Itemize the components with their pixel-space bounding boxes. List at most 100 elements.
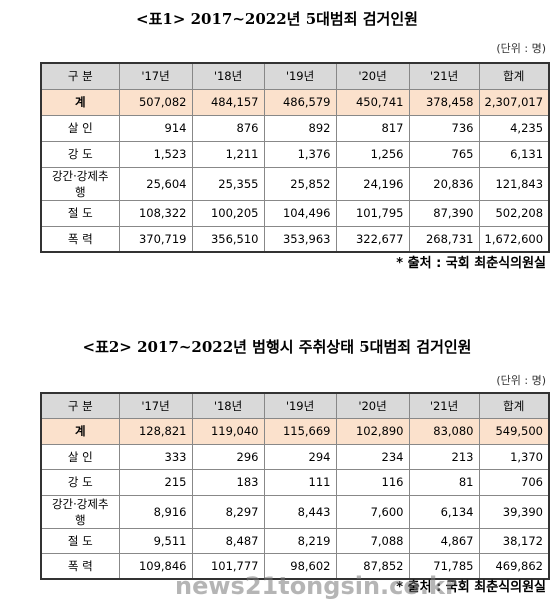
data-row: 계 507,082 484,157 486,579 450,741 378,458 2,30… <box>40 88 550 116</box>
cell: 183 <box>191 469 265 496</box>
header-cell: '18년 <box>191 62 265 90</box>
row-label: 폭 력 <box>40 225 120 253</box>
cell: 294 <box>263 443 337 470</box>
row-label: 절 도 <box>40 527 120 554</box>
data-row: 살 인 914 876 892 817 736 4,235 <box>40 114 550 142</box>
data-row: 살 인 333 296 294 234 213 1,370 <box>40 443 550 470</box>
cell: 213 <box>408 443 480 470</box>
cell: 25,355 <box>191 166 265 201</box>
cell: 549,500 <box>478 418 550 445</box>
header-cell: '20년 <box>335 62 410 90</box>
cell: 102,890 <box>335 418 410 445</box>
cell: 8,219 <box>263 527 337 554</box>
cell: 83,080 <box>408 418 480 445</box>
row-label: 폭 력 <box>40 553 120 580</box>
cell: 81 <box>408 469 480 496</box>
cell: 333 <box>118 443 193 470</box>
cell: 502,208 <box>478 199 550 227</box>
header-cell: 구 분 <box>40 62 120 90</box>
watermark: news21tongsin.co.kr <box>175 572 457 600</box>
cell: 378,458 <box>408 88 480 116</box>
cell: 1,211 <box>191 140 265 168</box>
data-row: 강 도 215 183 111 116 81 706 <box>40 469 550 496</box>
cell: 469,862 <box>478 553 550 580</box>
cell: 20,836 <box>408 166 480 201</box>
data-row: 강 도 1,523 1,211 1,376 1,256 765 6,131 <box>40 140 550 168</box>
cell: 6,131 <box>478 140 550 168</box>
cell: 87,852 <box>335 553 410 580</box>
cell: 706 <box>478 469 550 496</box>
header-cell: 구 분 <box>40 392 120 419</box>
row-label: 강 도 <box>40 140 120 168</box>
cell: 25,604 <box>118 166 193 201</box>
cell: 1,370 <box>478 443 550 470</box>
data-row: 강간·강제추행 8,916 8,297 8,443 7,600 6,134 39,390 <box>40 494 550 529</box>
cell: 8,297 <box>191 494 265 529</box>
cell: 25,852 <box>263 166 337 201</box>
header-row: 구 분 '17년 '18년 '19년 '20년 '21년 합계 <box>40 62 550 90</box>
data-row: 계 128,821 119,040 115,669 102,890 83,080 549,5… <box>40 418 550 445</box>
cell: 484,157 <box>191 88 265 116</box>
header-cell: '19년 <box>263 62 337 90</box>
cell: 486,579 <box>263 88 337 116</box>
table-title: <표2> 2017~2022년 범행시 주취상태 5대범죄 검거인원 <box>82 338 472 356</box>
cell: 1,672,600 <box>478 225 550 253</box>
unit-note: (단위 : 명) <box>496 42 546 55</box>
cell: 234 <box>335 443 410 470</box>
cell: 914 <box>118 114 193 142</box>
data-table: 구 분 '17년 '18년 '19년 '20년 '21년 합계 계 507,082 484,157… <box>40 62 551 253</box>
cell: 101,795 <box>335 199 410 227</box>
cell: 507,082 <box>118 88 193 116</box>
cell: 24,196 <box>335 166 410 201</box>
header-cell: '21년 <box>408 62 480 90</box>
header-cell: '20년 <box>335 392 410 419</box>
cell: 8,487 <box>191 527 265 554</box>
cell: 116 <box>335 469 410 496</box>
cell: 370,719 <box>118 225 193 253</box>
cell: 4,867 <box>408 527 480 554</box>
row-label: 계 <box>40 88 120 116</box>
cell: 1,256 <box>335 140 410 168</box>
cell: 8,916 <box>118 494 193 529</box>
cell: 765 <box>408 140 480 168</box>
cell: 876 <box>191 114 265 142</box>
data-row: 폭 력 370,719 356,510 353,963 322,677 268,731 1,… <box>40 225 550 253</box>
cell: 101,777 <box>191 553 265 580</box>
cell: 108,322 <box>118 199 193 227</box>
cell: 450,741 <box>335 88 410 116</box>
cell: 322,677 <box>335 225 410 253</box>
cell: 296 <box>191 443 265 470</box>
cell: 121,843 <box>478 166 550 201</box>
cell: 109,846 <box>118 553 193 580</box>
cell: 128,821 <box>118 418 193 445</box>
cell: 39,390 <box>478 494 550 529</box>
cell: 6,134 <box>408 494 480 529</box>
cell: 87,390 <box>408 199 480 227</box>
row-label: 강간·강제추행 <box>40 166 120 201</box>
cell: 817 <box>335 114 410 142</box>
table-title: <표1> 2017~2022년 5대범죄 검거인원 <box>136 10 418 28</box>
row-label: 살 인 <box>40 114 120 142</box>
source-note: * 출처 : 국회 최춘식의원실 <box>396 256 546 271</box>
cell: 100,205 <box>191 199 265 227</box>
row-label: 살 인 <box>40 443 120 470</box>
header-cell: 합계 <box>478 62 550 90</box>
row-label: 계 <box>40 418 120 445</box>
cell: 71,785 <box>408 553 480 580</box>
cell: 8,443 <box>263 494 337 529</box>
cell: 2,307,017 <box>478 88 550 116</box>
data-row: 절 도 108,322 100,205 104,496 101,795 87,390 502… <box>40 199 550 227</box>
cell: 98,602 <box>263 553 337 580</box>
cell: 353,963 <box>263 225 337 253</box>
data-row: 강간·강제추행 25,604 25,355 25,852 24,196 20,836 121… <box>40 166 550 201</box>
cell: 7,088 <box>335 527 410 554</box>
cell: 38,172 <box>478 527 550 554</box>
cell: 892 <box>263 114 337 142</box>
row-label: 강 도 <box>40 469 120 496</box>
source-note: * 출처 : 국회 최춘식의원실 <box>396 580 546 595</box>
cell: 1,376 <box>263 140 337 168</box>
cell: 119,040 <box>191 418 265 445</box>
cell: 268,731 <box>408 225 480 253</box>
cell: 115,669 <box>263 418 337 445</box>
